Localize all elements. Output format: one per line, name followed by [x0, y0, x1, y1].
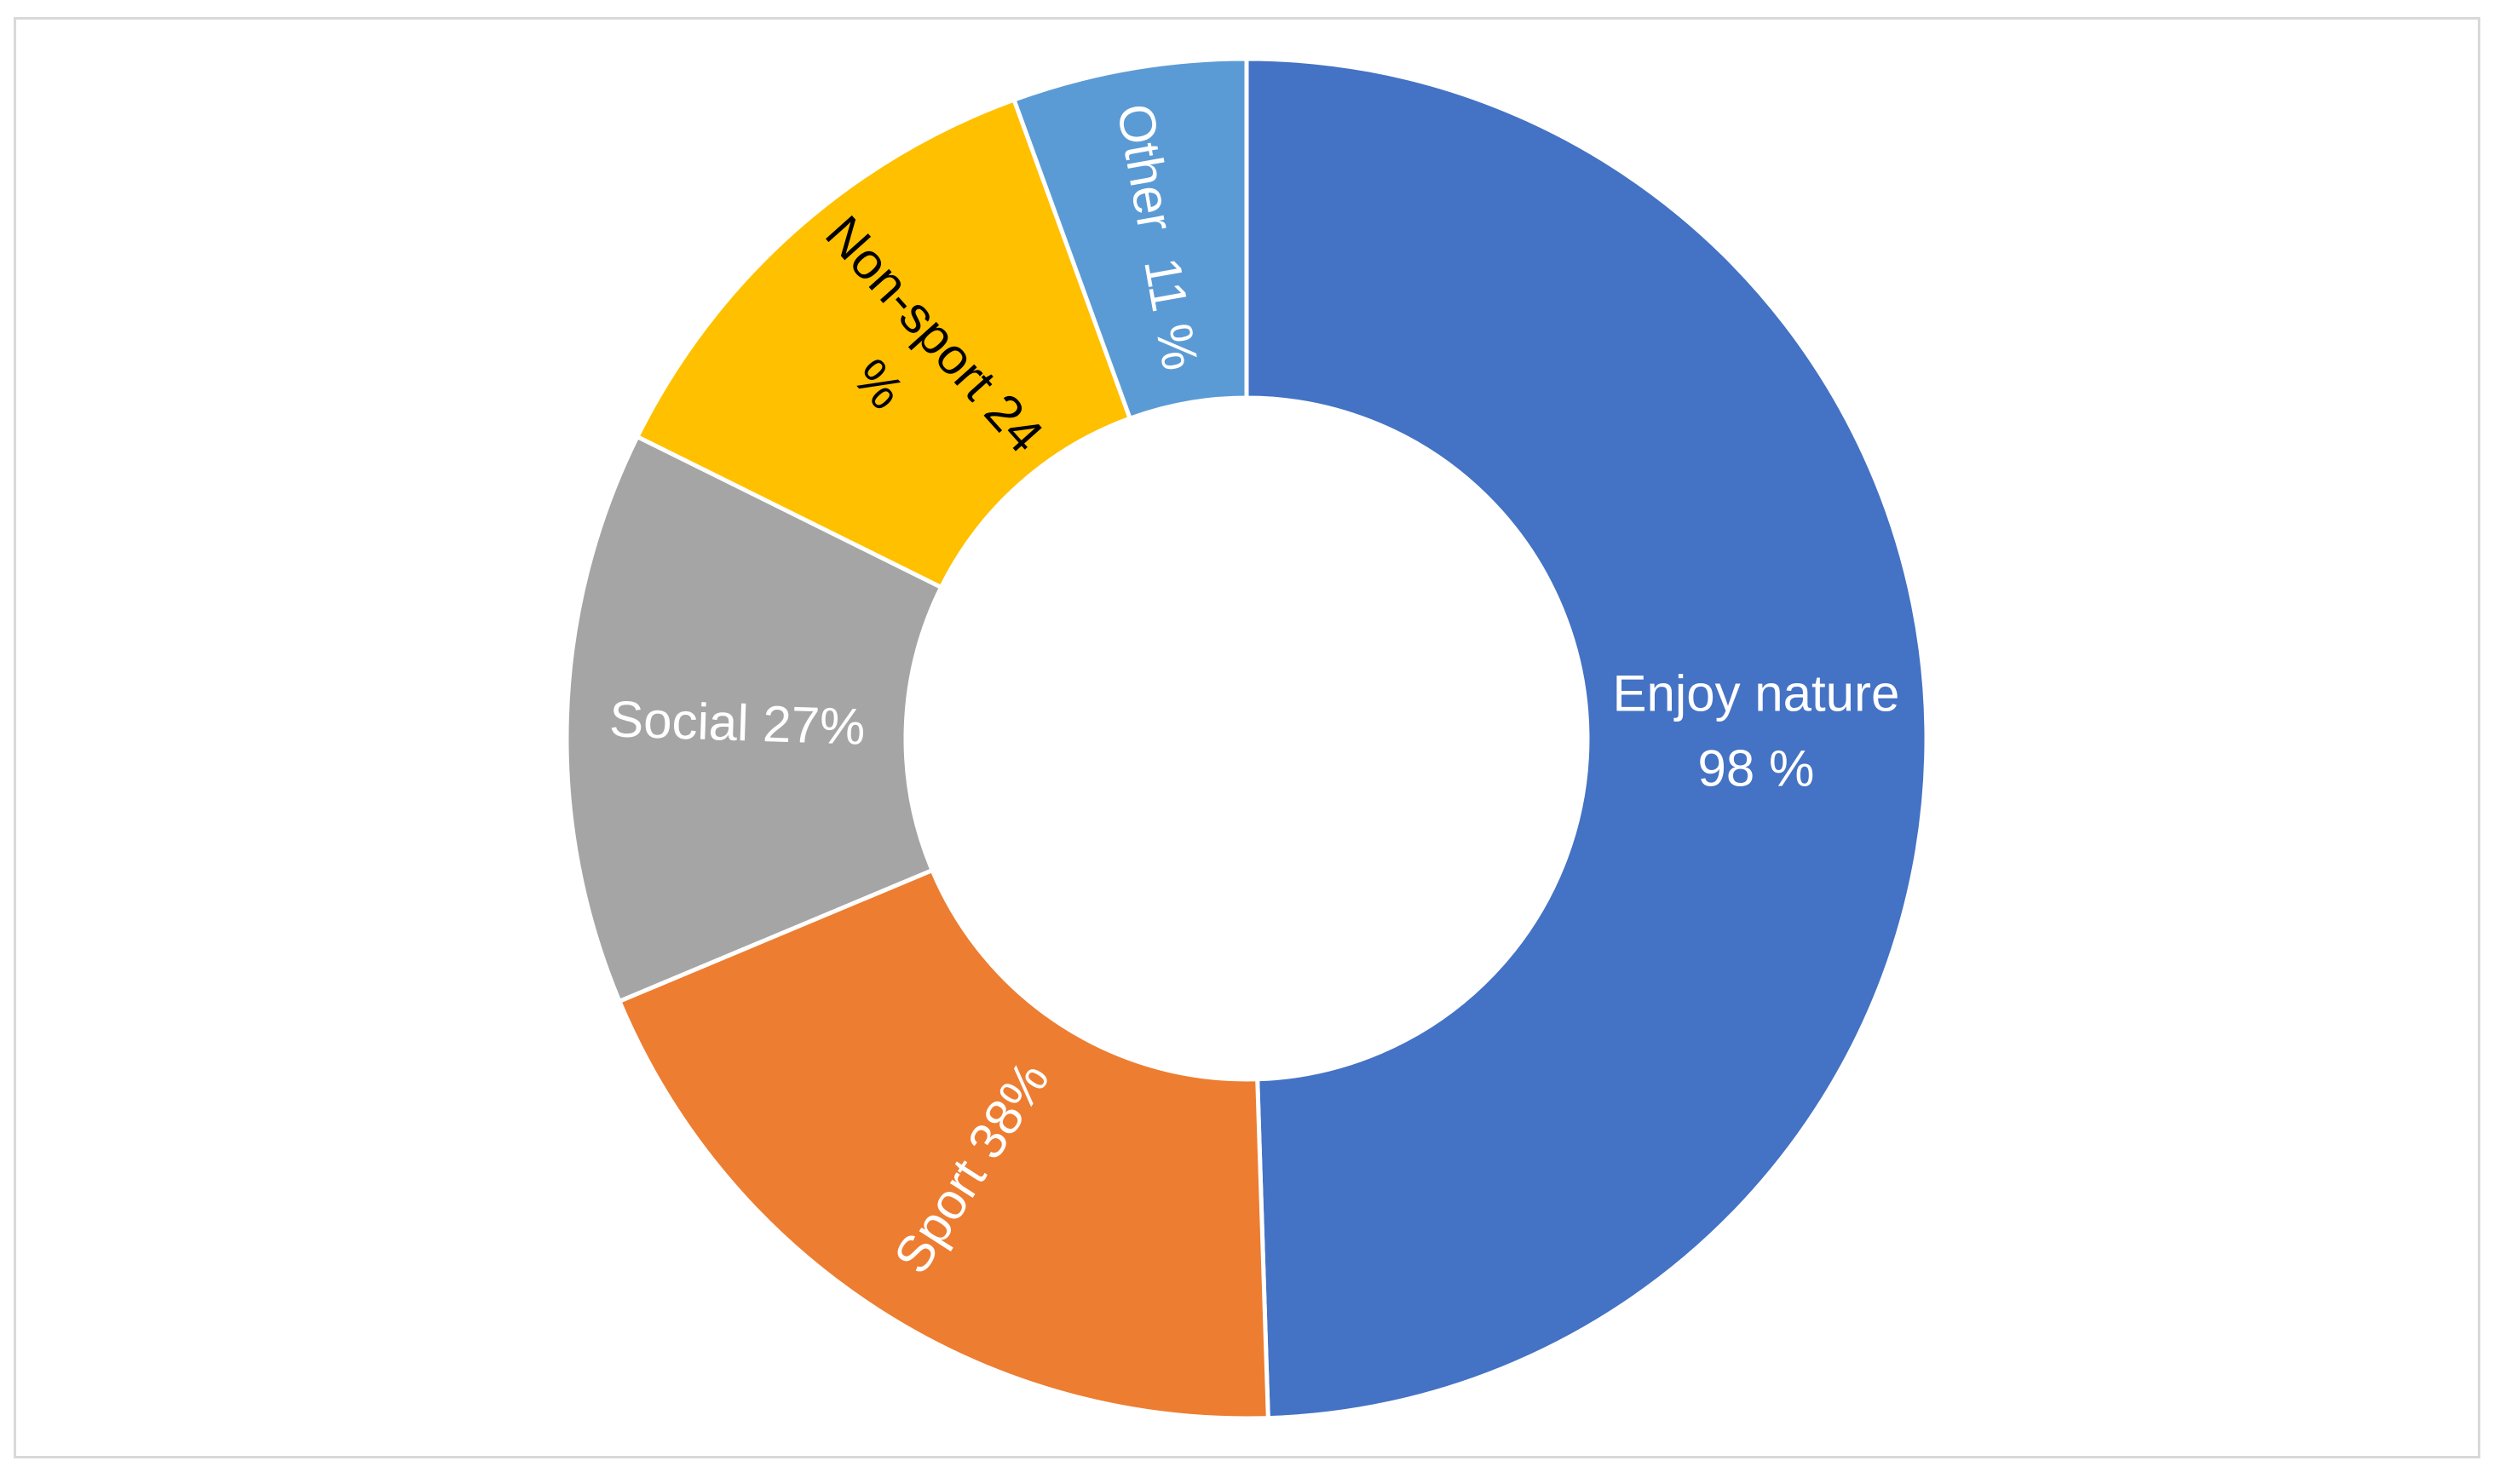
slice-other	[1011, 56, 1249, 421]
data-label-enjoy-nature-line-1: Enjoy nature	[1612, 665, 1899, 722]
slice-enjoy-nature	[1244, 56, 1929, 1421]
slice-social	[564, 434, 944, 1004]
slice-sport	[617, 868, 1270, 1421]
data-label-enjoy-nature-line-2: 98 %	[1698, 740, 1815, 797]
slice-non-sport	[635, 97, 1132, 590]
label-group-social: Social 27%	[608, 690, 866, 755]
label-group-enjoy-nature: Enjoy nature 98 %	[1612, 665, 1899, 797]
data-label-social: Social 27%	[608, 690, 866, 755]
